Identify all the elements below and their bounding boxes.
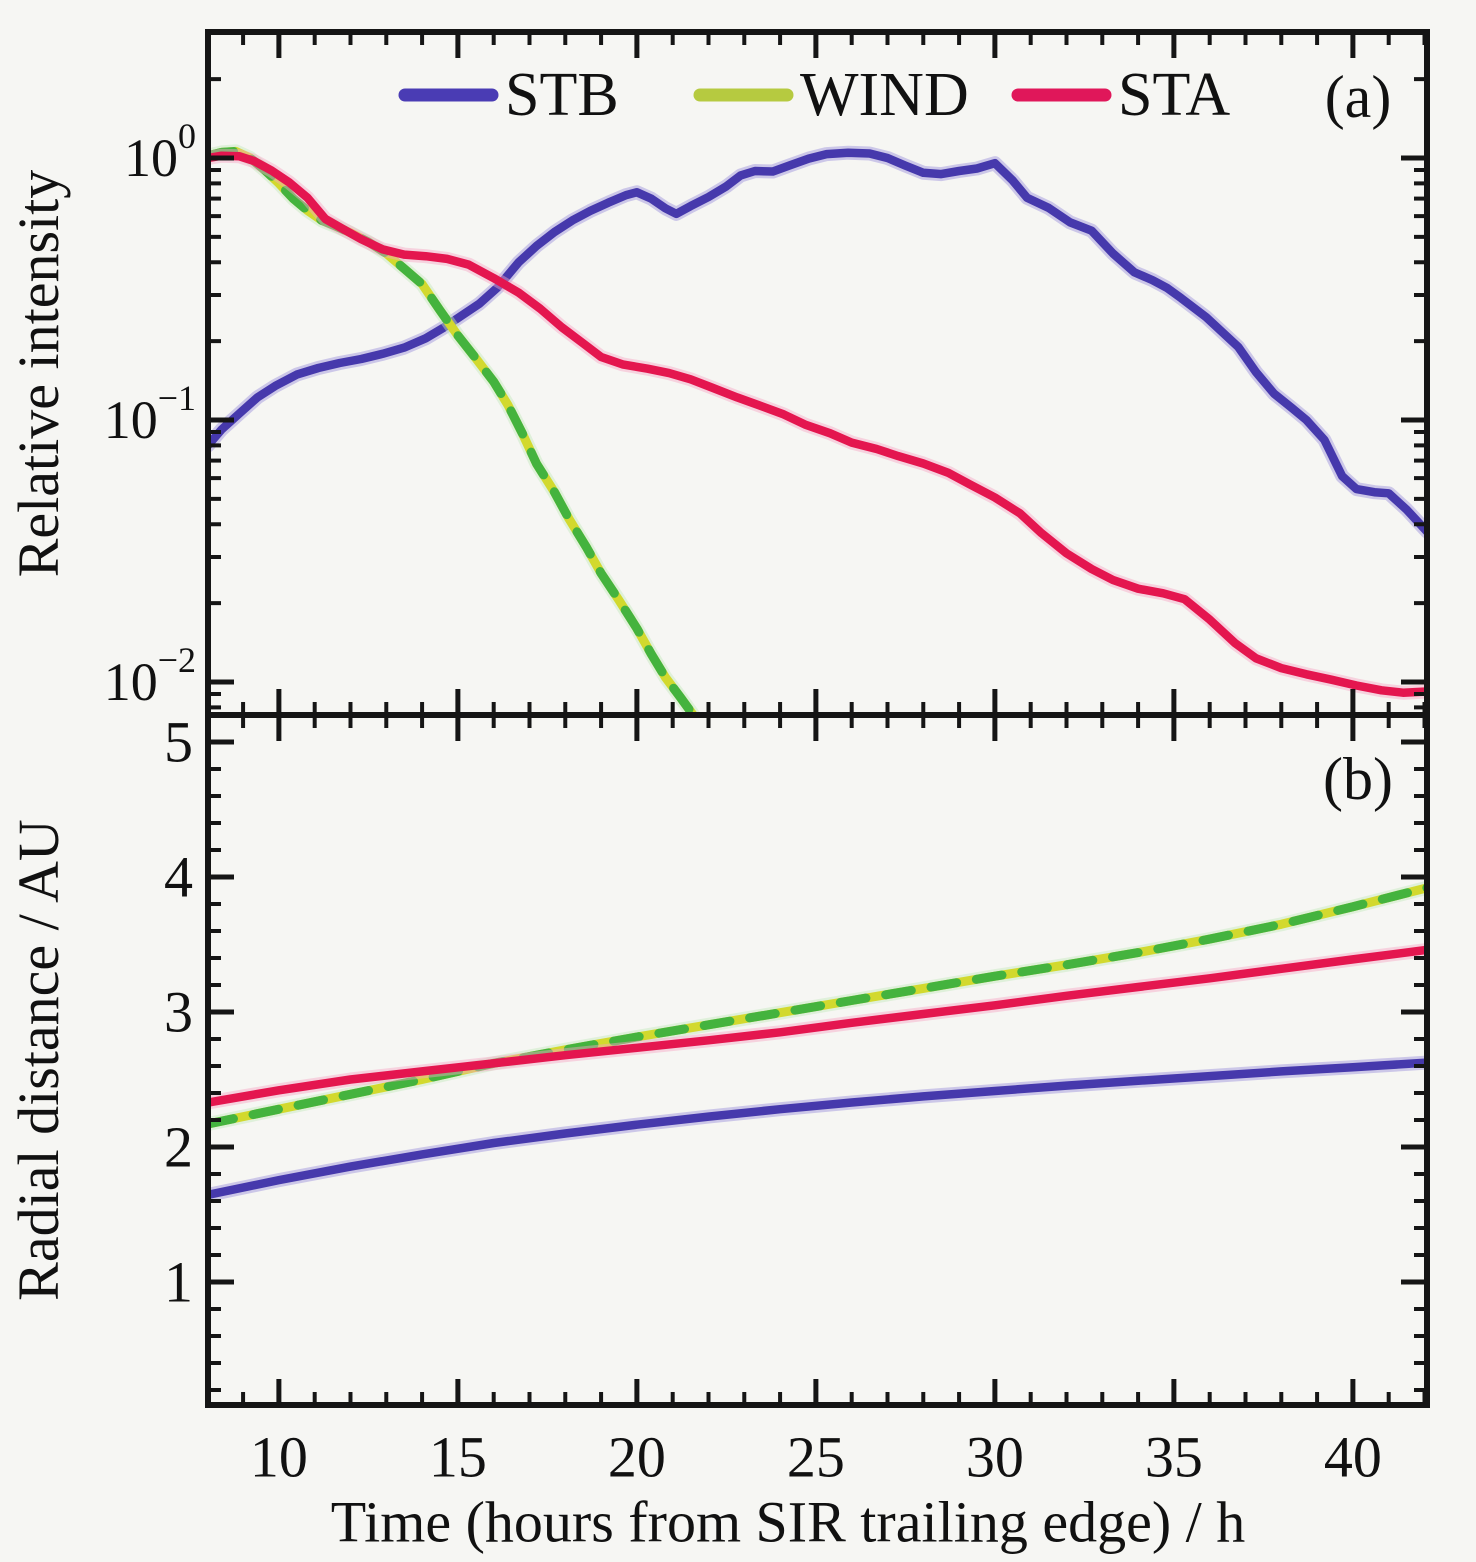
panel-b-y-axis-title: Radial distance / AU [6, 819, 71, 1301]
panel_a-line-stb [208, 148, 1427, 536]
x-tick-label-30: 30 [966, 1425, 1024, 1490]
axis-ticks [208, 30, 1427, 1405]
panel-b-ytick-label-4: 4 [164, 845, 193, 910]
panel_b-line-stb [208, 1058, 1427, 1200]
panel-b-ytick-label-5: 5 [164, 710, 193, 775]
panel-b-label: (b) [1323, 746, 1393, 812]
legend-label-wind: WIND [800, 61, 969, 129]
panel-a-ytick-label-1: 10−1 [104, 378, 196, 450]
x-tick-label-10: 10 [250, 1425, 308, 1490]
panel-b-ytick-label-1: 1 [164, 1250, 193, 1315]
panel-a-ytick-label-2: 10−2 [104, 640, 196, 712]
panel_a-line-wind [208, 146, 699, 715]
legend: STB WIND STA [398, 61, 1230, 129]
panel-b-ytick-label-2: 2 [164, 1115, 193, 1180]
panel_b-line-sta [208, 945, 1427, 1107]
x-tick-label-20: 20 [608, 1425, 666, 1490]
panel_b-line-wind [208, 883, 1427, 1129]
x-tick-label-35: 35 [1145, 1425, 1203, 1490]
x-tick-label-25: 25 [787, 1425, 845, 1490]
x-tick-label-15: 15 [429, 1425, 487, 1490]
x-tick-label-40: 40 [1324, 1425, 1382, 1490]
panel-a-label: (a) [1325, 64, 1392, 130]
panel_a-series-group [208, 144, 1427, 715]
panel-a-y-axis-title: Relative intensity [6, 170, 71, 578]
panel_b-series-group [208, 880, 1427, 1202]
legend-label-stb: STB [505, 61, 619, 129]
x-axis-title: Time (hours from SIR trailing edge) / h [331, 1490, 1246, 1555]
legend-label-sta: STA [1118, 61, 1230, 129]
panel_a-line-sta [208, 151, 1427, 697]
panel-a-ytick-label-0: 100 [124, 116, 196, 188]
panel-b-ytick-label-3: 3 [164, 980, 193, 1045]
